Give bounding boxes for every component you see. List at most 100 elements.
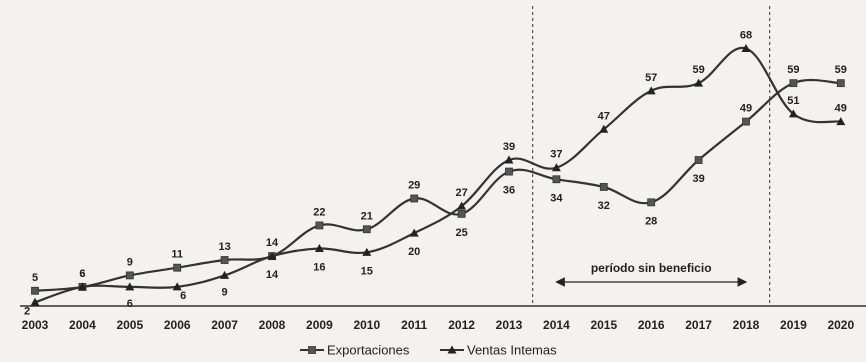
point-1-2018: [741, 44, 751, 53]
data-label-1-2005: 6: [127, 298, 133, 310]
point-0-2003: [31, 286, 39, 295]
point-0-2017: [694, 156, 703, 164]
legend-item-0: Exportaciones: [300, 343, 410, 358]
point-0-2012: [457, 209, 466, 218]
point-1-2005: [125, 282, 135, 291]
x-tick-label-2018: 2018: [733, 318, 760, 332]
point-1-2008: [267, 251, 277, 260]
annotation-group: período sin beneficio: [555, 261, 748, 287]
point-1-2009: [314, 243, 324, 252]
data-label-0-2019: 59: [787, 64, 799, 76]
data-label-0-2013: 36: [503, 185, 515, 197]
x-tick-label-2020: 2020: [827, 318, 854, 332]
point-1-2014: [551, 163, 561, 172]
point-0-2016: [647, 198, 656, 207]
data-label-1-2011: 20: [408, 246, 420, 258]
x-tick-label-2013: 2013: [496, 318, 523, 332]
x-tick-label-2014: 2014: [543, 318, 570, 332]
x-tick-label-2007: 2007: [211, 318, 238, 332]
data-label-1-2014: 37: [550, 149, 562, 161]
x-tick-label-2016: 2016: [638, 318, 665, 332]
data-label-1-2003: 2: [24, 305, 30, 317]
point-1-2004: [77, 282, 87, 291]
point-1-2003: [30, 297, 40, 306]
data-label-1-2013: 39: [503, 141, 515, 153]
series-ventas-intemas: [30, 44, 846, 306]
annotation-text-0: período sin beneficio: [591, 261, 712, 275]
point-0-2011: [410, 194, 419, 203]
x-tick-label-2019: 2019: [780, 318, 807, 332]
data-label-0-2006: 11: [171, 249, 183, 261]
data-label-0-2007: 13: [218, 241, 230, 253]
data-label-0-2020: 59: [835, 64, 847, 76]
legend: Exportaciones Ventas Intemas: [300, 343, 557, 358]
data-label-1-2015: 47: [598, 110, 610, 122]
point-1-2020: [836, 117, 846, 126]
point-1-2019: [788, 109, 798, 118]
point-1-2006: [172, 282, 182, 291]
x-tick-label-2005: 2005: [116, 318, 143, 332]
data-label-0-2003: 5: [32, 272, 38, 284]
point-0-2019: [789, 79, 798, 88]
series-group: [30, 44, 846, 306]
vertical-markers: [532, 6, 771, 306]
point-1-2017: [694, 78, 704, 87]
data-label-1-2009: 16: [313, 261, 325, 273]
point-1-2012: [457, 201, 467, 210]
point-0-2006: [173, 263, 182, 272]
x-tick-label-2008: 2008: [259, 318, 286, 332]
legend-label-0: Exportaciones: [327, 343, 410, 358]
point-0-2010: [362, 225, 371, 234]
data-label-1-2004: 6: [79, 268, 85, 280]
data-label-1-2006: 6: [180, 290, 186, 302]
point-1-2007: [220, 270, 230, 279]
data-label-0-2015: 32: [598, 200, 610, 212]
point-0-2020: [836, 79, 845, 88]
data-label-0-2008: 14: [266, 237, 279, 249]
point-0-2015: [599, 183, 608, 191]
data-label-1-2010: 15: [361, 265, 373, 277]
data-label-1-2017: 59: [692, 64, 704, 76]
data-label-1-2019: 51: [787, 95, 799, 107]
data-label-0-2016: 28: [645, 215, 657, 227]
x-tick-label-2011: 2011: [401, 318, 427, 332]
data-label-0-2010: 21: [361, 210, 373, 222]
data-label-0-2014: 34: [550, 192, 563, 204]
x-tick-label-2017: 2017: [685, 318, 712, 332]
point-0-2014: [552, 175, 561, 184]
x-tick-label-2010: 2010: [353, 318, 380, 332]
x-tick-labels: 2003 2004 2005 2006 2007 2008 2009 2010 2011 2012…: [22, 318, 855, 332]
x-tick-label-2009: 2009: [306, 318, 333, 332]
data-label-0-2004: 6: [79, 268, 85, 280]
legend-label-1: Ventas Intemas: [467, 343, 557, 358]
point-1-2011: [409, 228, 419, 237]
x-tick-label-2012: 2012: [448, 318, 475, 332]
data-label-0-2011: 29: [408, 179, 420, 191]
point-0-2005: [125, 271, 134, 280]
point-1-2015: [599, 124, 609, 133]
point-1-2010: [362, 247, 372, 256]
data-label-0-2012: 25: [455, 227, 467, 239]
data-label-0-2017: 39: [692, 173, 704, 185]
data-label-0-2018: 49: [740, 103, 752, 115]
data-label-1-2008: 14: [266, 269, 279, 281]
x-tick-label-2006: 2006: [164, 318, 191, 332]
point-0-2013: [505, 167, 513, 176]
point-0-2007: [220, 256, 229, 264]
data-label-1-2007: 9: [222, 286, 228, 298]
data-label-0-2009: 22: [313, 206, 325, 218]
point-0-2009: [315, 221, 324, 230]
x-tick-label-2004: 2004: [69, 318, 96, 332]
data-label-1-2018: 68: [740, 30, 752, 42]
point-1-2016: [646, 86, 656, 95]
data-label-0-2005: 9: [127, 256, 133, 268]
data-label-1-2012: 27: [455, 187, 467, 199]
data-label-1-2020: 49: [835, 103, 847, 115]
x-tick-label-2015: 2015: [590, 318, 617, 332]
point-0-2018: [742, 117, 750, 126]
legend-item-1: Ventas Intemas: [440, 343, 557, 358]
point-1-2013: [504, 155, 514, 164]
data-label-1-2016: 57: [645, 72, 657, 84]
